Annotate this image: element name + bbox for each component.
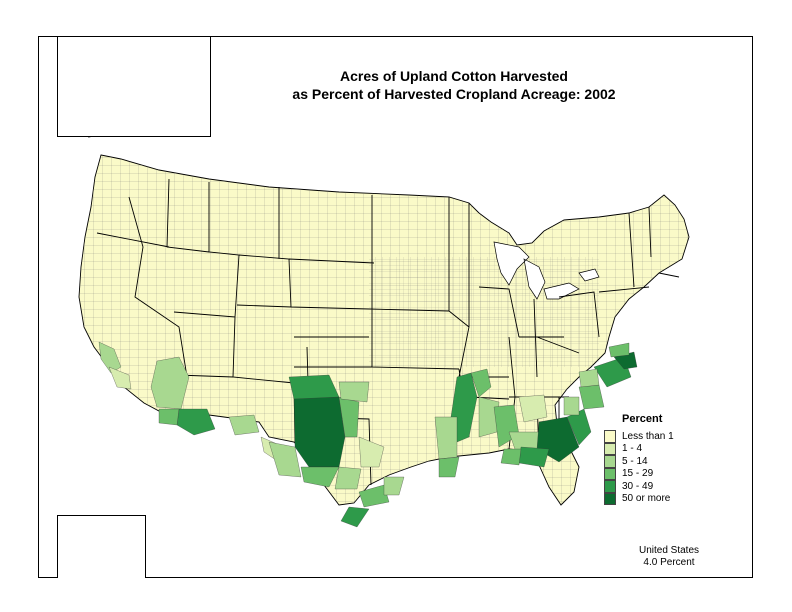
legend-item: 15 - 29 [604, 467, 714, 480]
hawaii-inset [57, 515, 146, 578]
legend-item: 1 - 4 [604, 442, 714, 455]
legend-title: Percent [622, 413, 663, 425]
legend-label: 30 - 49 [622, 480, 654, 492]
legend-swatch [604, 442, 616, 455]
map-title-line-2: as Percent of Harvested Cropland Acreage… [292, 86, 616, 102]
legend-swatch [604, 492, 616, 505]
legend-swatch [604, 430, 616, 443]
legend-item: 30 - 49 [604, 480, 714, 493]
map-frame: Acres of Upland Cotton Harvested as Perc… [38, 36, 753, 578]
map-title-line-1: Acres of Upland Cotton Harvested [340, 68, 568, 84]
legend-swatch [604, 455, 616, 468]
cotton-shading [98, 341, 638, 528]
state-boundaries [96, 178, 680, 486]
legend: Percent Less than 1 1 - 4 5 - 14 15 - 29… [604, 413, 714, 505]
legend-label: 50 or more [622, 493, 671, 505]
legend-label: 15 - 29 [622, 468, 654, 480]
legend-item: Less than 1 [604, 430, 714, 443]
legend-label: 5 - 14 [622, 455, 648, 467]
legend-swatch [604, 480, 616, 493]
legend-item: 50 or more [604, 492, 714, 505]
great-lakes [493, 241, 600, 300]
legend-label: Less than 1 [622, 430, 674, 442]
legend-swatch [604, 467, 616, 480]
legend-label: 1 - 4 [622, 443, 643, 455]
alaska-inset [57, 37, 211, 137]
us-county-map [64, 50, 690, 568]
summary-value: 4.0 Percent [643, 557, 695, 568]
us-summary: United States 4.0 Percent [624, 545, 714, 569]
legend-item: 5 - 14 [604, 455, 714, 468]
summary-region: United States [638, 545, 700, 556]
map-title: Acres of Upland Cotton Harvested as Perc… [284, 67, 624, 103]
